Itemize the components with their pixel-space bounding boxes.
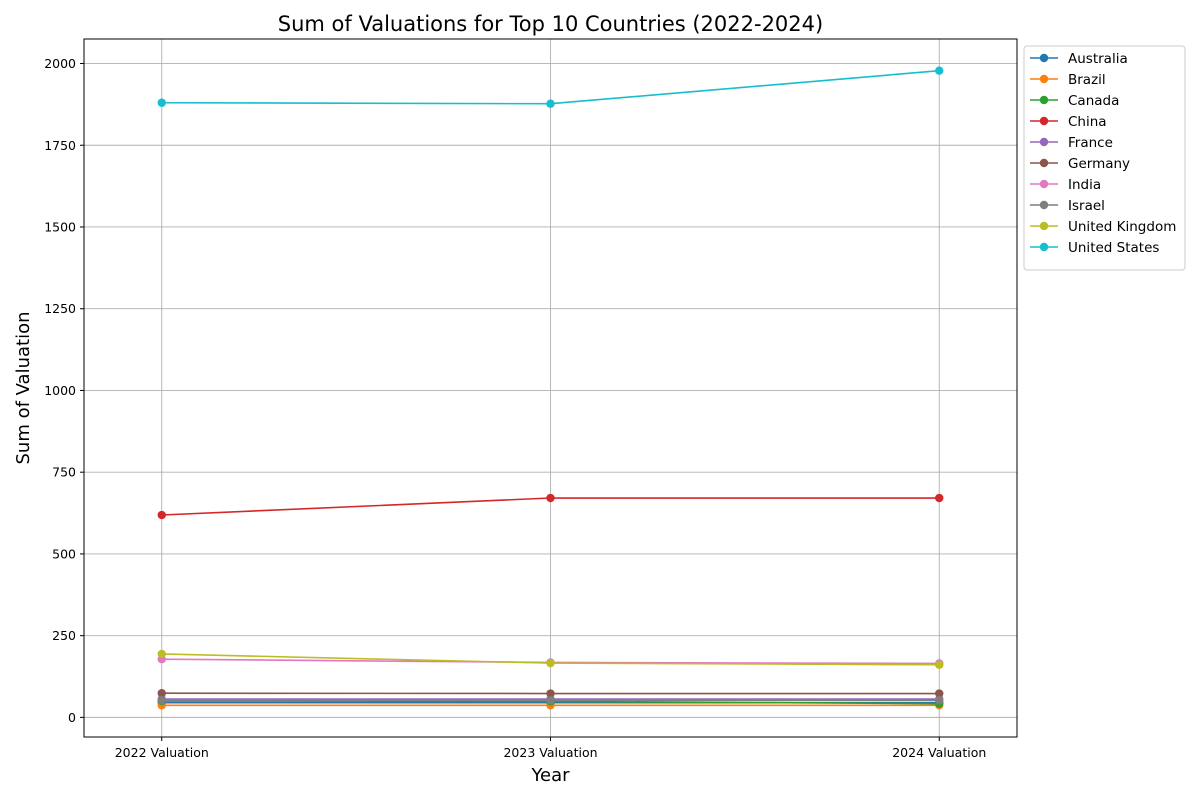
- legend-swatch-marker: [1039, 95, 1049, 105]
- data-point: [157, 649, 166, 659]
- legend-label: Germany: [1068, 156, 1130, 172]
- legend-swatch-marker: [1039, 116, 1049, 126]
- series-united-kingdom: [157, 649, 944, 669]
- data-point: [157, 98, 166, 107]
- x-axis-title: Year: [530, 765, 570, 786]
- legend-label: Israel: [1068, 198, 1105, 214]
- series-israel: [157, 696, 944, 705]
- legend-swatch-marker: [1039, 158, 1049, 168]
- legend-item: United Kingdom: [1030, 219, 1176, 235]
- legend-item: Germany: [1030, 156, 1130, 172]
- y-tick-label: 1750: [44, 138, 76, 153]
- data-point: [157, 696, 166, 705]
- series-lines: [157, 66, 944, 710]
- axis-ticks: 0 250 500 750 1000 1250 1500 1750 2000 2022 Valua…: [44, 56, 986, 760]
- legend-label: United States: [1068, 240, 1159, 256]
- legend-item: India: [1030, 177, 1101, 193]
- data-point: [546, 493, 555, 503]
- legend-swatch-marker: [1039, 200, 1049, 210]
- grid-lines: [84, 39, 1017, 737]
- legend-item: Israel: [1030, 198, 1105, 214]
- legend-label: India: [1068, 177, 1101, 193]
- data-point: [157, 688, 166, 698]
- legend-swatch-marker: [1039, 74, 1049, 84]
- y-tick-label: 250: [52, 628, 76, 643]
- legend-swatch-marker: [1039, 221, 1049, 231]
- legend-item: France: [1030, 135, 1113, 151]
- data-point: [546, 658, 555, 668]
- y-tick-label: 1000: [44, 383, 76, 398]
- data-point: [546, 99, 555, 108]
- legend-swatch-marker: [1039, 179, 1049, 189]
- legend-item: Australia: [1030, 51, 1128, 67]
- y-axis-title: Sum of Valuation: [13, 311, 34, 464]
- y-tick-label: 750: [52, 465, 76, 480]
- x-tick-label: 2022 Valuation: [115, 745, 209, 760]
- legend-swatch-marker: [1039, 242, 1049, 252]
- legend-item: China: [1030, 114, 1107, 130]
- y-tick-label: 2000: [44, 56, 76, 71]
- legend-label: Australia: [1068, 51, 1128, 67]
- data-point: [546, 689, 555, 698]
- chart-title: Sum of Valuations for Top 10 Countries (…: [278, 12, 823, 36]
- series-united-states: [157, 66, 944, 108]
- legend-label: China: [1068, 114, 1107, 130]
- legend-item: Brazil: [1030, 72, 1106, 88]
- legend-label: United Kingdom: [1068, 219, 1176, 235]
- y-tick-label: 1500: [44, 219, 76, 234]
- series-china: [157, 493, 944, 520]
- y-tick-label: 0: [68, 710, 76, 725]
- x-tick-label: 2024 Valuation: [892, 745, 986, 760]
- series-germany: [157, 688, 944, 698]
- y-tick-label: 1250: [44, 301, 76, 316]
- data-point: [935, 696, 944, 705]
- data-point: [935, 66, 944, 75]
- legend: Australia Brazil Canada China France Germany I…: [1023, 45, 1186, 271]
- legend-item: Canada: [1030, 93, 1119, 109]
- data-point: [546, 696, 555, 705]
- data-point: [157, 510, 166, 520]
- legend-swatch-marker: [1039, 137, 1049, 147]
- legend-swatch-marker: [1039, 53, 1049, 63]
- legend-item: United States: [1030, 240, 1159, 256]
- legend-frame: [1023, 45, 1186, 271]
- data-point: [935, 689, 944, 698]
- x-tick-label: 2023 Valuation: [503, 745, 597, 760]
- data-point: [935, 493, 944, 503]
- data-point: [935, 660, 944, 669]
- y-tick-label: 500: [52, 546, 76, 561]
- legend-label: Brazil: [1068, 72, 1106, 88]
- legend-label: Canada: [1068, 93, 1119, 109]
- legend-label: France: [1068, 135, 1113, 151]
